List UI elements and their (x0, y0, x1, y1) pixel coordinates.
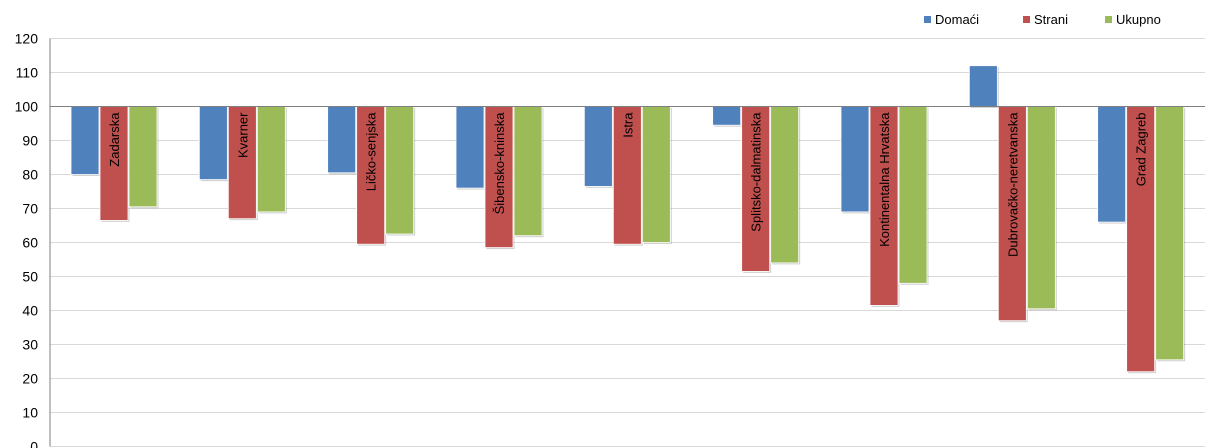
bar-Domaći-8 (1097, 106, 1127, 223)
y-tick-label-40: 40 (22, 303, 38, 319)
category-label-2: Ličko-senjska (364, 112, 379, 192)
y-tick-label-110: 110 (16, 65, 39, 81)
bar-Ukupno-0 (128, 106, 158, 208)
y-tick-label-0: 0 (30, 439, 38, 448)
bar-Strani-6 (869, 106, 899, 306)
y-tick-label-120: 120 (15, 31, 39, 47)
bar-Strani-4 (612, 106, 642, 245)
bar-Ukupno-1 (256, 106, 286, 213)
category-label-7: Dubrovačko-neretvanska (1005, 112, 1020, 257)
y-tick-label-50: 50 (22, 269, 38, 285)
bar-Domaći-0 (70, 106, 100, 175)
bar-Domaći-3 (455, 106, 485, 189)
bar-Ukupno-5 (770, 106, 800, 264)
category-label-6: Kontinentalna Hrvatska (877, 112, 892, 247)
bar-Strani-1 (227, 106, 257, 220)
y-axis-tick-labels: 0 10 20 30 40 50 60 70 80 90 100 110 120 (15, 31, 39, 448)
bar-Ukupno-2 (385, 106, 415, 235)
category-label-0: Zadarska (107, 112, 122, 167)
legend-swatch-Ukupno (1105, 16, 1112, 23)
category-label-5: Splitsko-dalmatinska (749, 112, 764, 232)
category-label-3: Šibensko-kninska (492, 112, 507, 215)
y-tick-label-80: 80 (22, 167, 38, 183)
bars (70, 65, 1186, 374)
y-tick-label-100: 100 (15, 99, 39, 115)
bar-Strani-5 (741, 106, 771, 272)
category-label-4: Istra (620, 112, 635, 138)
bar-Domaći-1 (198, 106, 228, 180)
bar-Ukupno-7 (1026, 106, 1056, 310)
bar-Ukupno-4 (641, 106, 671, 243)
bar-Domaći-4 (583, 106, 613, 187)
bar-Ukupno-3 (513, 106, 543, 237)
category-labels: Zadarska Kvarner Ličko-senjska Šibensko-kni… (107, 112, 1149, 257)
bar-Domaći-5 (712, 106, 742, 126)
y-tick-label-90: 90 (22, 133, 38, 149)
y-tick-label-20: 20 (22, 371, 38, 387)
bar-Strani-3 (484, 106, 514, 249)
bar-Ukupno-6 (898, 106, 928, 284)
bar-Domaći-6 (840, 106, 870, 213)
legend-swatch-Domaći (924, 16, 931, 23)
legend-label-Ukupno: Ukupno (1116, 12, 1161, 27)
bar-Domaći-7 (968, 65, 998, 107)
y-tick-label-70: 70 (22, 201, 38, 217)
bar-Domaći-2 (327, 106, 357, 174)
legend-label-Domaći: Domaći (935, 12, 979, 27)
legend-swatch-Strani (1023, 16, 1030, 23)
category-label-1: Kvarner (235, 112, 250, 158)
legend: Domaći Strani Ukupno (924, 12, 1161, 27)
legend-label-Strani: Strani (1034, 12, 1068, 27)
bar-Ukupno-8 (1155, 106, 1185, 361)
y-tick-label-30: 30 (22, 337, 38, 353)
y-tick-label-10: 10 (22, 405, 38, 421)
y-tick-label-60: 60 (22, 235, 38, 251)
category-label-8: Grad Zagreb (1134, 113, 1149, 187)
